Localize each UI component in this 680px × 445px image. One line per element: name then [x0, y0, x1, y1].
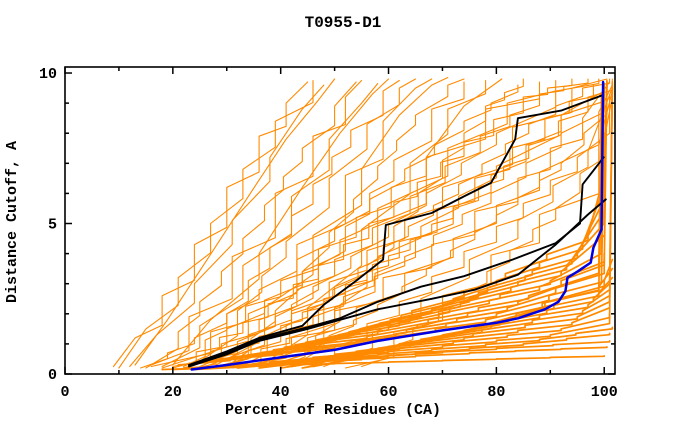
- highlight-curve: [188, 198, 607, 368]
- x-tick-label: 0: [60, 384, 69, 401]
- ensemble-band-curve: [188, 132, 606, 365]
- ensemble-curve: [139, 84, 519, 369]
- ensemble-curve: [193, 78, 417, 366]
- highlight-curve: [188, 94, 605, 366]
- ensemble-curve: [134, 78, 336, 366]
- x-tick-label: 20: [164, 384, 182, 401]
- ensemble-curve: [215, 76, 449, 366]
- x-tick-label: 40: [272, 384, 290, 401]
- ensemble-curve: [280, 102, 608, 368]
- ensemble-curve: [183, 78, 589, 369]
- plot-border: [64, 66, 616, 375]
- y-tick-label: 5: [48, 217, 57, 234]
- ensemble-band-curve: [231, 252, 606, 359]
- x-tick-label: 80: [487, 384, 505, 401]
- ensemble-curve: [172, 78, 573, 368]
- ensemble-curve: [323, 87, 613, 368]
- ensemble-band-curve: [198, 81, 608, 363]
- y-tick-label: 10: [39, 66, 57, 83]
- ensemble-curve: [118, 79, 314, 369]
- ensemble-band-curve: [274, 210, 606, 353]
- ensemble-band-curve: [252, 234, 606, 356]
- x-tick-label: 60: [380, 384, 398, 401]
- y-axis-label: Distance Cutoff, A: [4, 141, 21, 303]
- chart-title: T0955-D1: [305, 14, 382, 32]
- x-tick-label: 100: [591, 384, 618, 401]
- y-tick-label: 0: [48, 367, 57, 384]
- ensemble-curve: [172, 78, 390, 366]
- ensemble-curve: [172, 90, 605, 369]
- ensemble-curve: [150, 79, 363, 366]
- ensemble-curve: [129, 84, 325, 368]
- axes-layer: 0 20 40 60 80 100 0 5 10: [39, 66, 618, 401]
- ensemble-curve: [112, 81, 309, 368]
- ensemble-band-curve: [242, 87, 606, 357]
- ensemble-band-curve: [296, 186, 606, 350]
- x-axis-label: Percent of Residues (CA): [225, 402, 441, 419]
- ensemble-band-curve: [312, 258, 614, 368]
- ensemble-curve: [242, 81, 465, 366]
- ensemble-curve: [193, 78, 613, 369]
- curves-layer: [112, 76, 614, 371]
- highlight-curve: [188, 156, 605, 366]
- ensemble-curve: [145, 81, 357, 369]
- ensemble-curve: [258, 84, 613, 369]
- best-model-curve: [190, 80, 605, 371]
